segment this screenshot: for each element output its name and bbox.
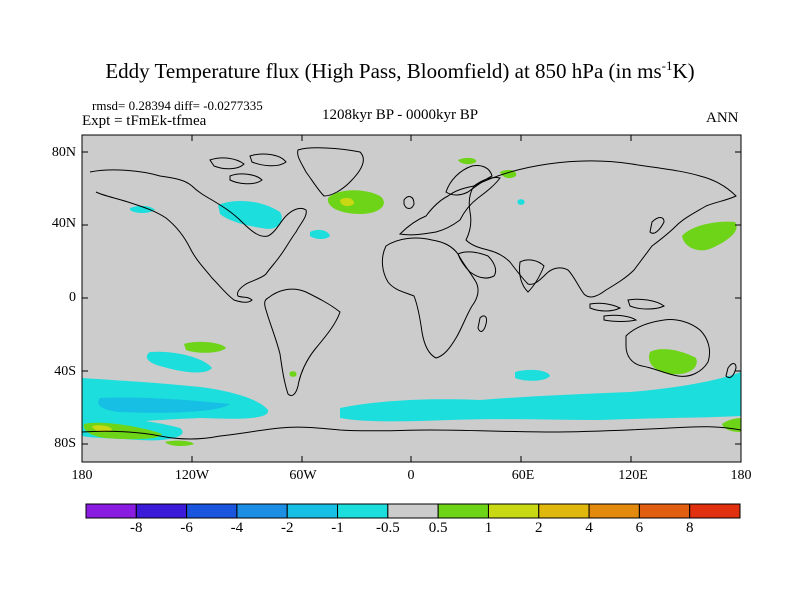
chart-title: Eddy Temperature flux (High Pass, Bloomf…: [105, 58, 695, 83]
colorbar-label: -6: [180, 520, 193, 536]
x-tick-60w: 60W: [289, 468, 317, 483]
colorbar-swatch: [286, 503, 339, 519]
x-tick-60e: 60E: [511, 468, 535, 483]
colorbar-label: 8: [685, 520, 694, 536]
north-atlantic-positive: [327, 190, 384, 214]
x-tick-180e: 180: [730, 468, 752, 483]
x-tick-120e: 120E: [618, 468, 648, 483]
north-atlantic-core: [340, 197, 355, 207]
coast-japan: [649, 217, 665, 234]
coast-greenland: [297, 147, 364, 197]
colorbar-label: 4: [585, 520, 593, 536]
y-tick-0: 0: [69, 290, 76, 305]
colorbar-label: 2: [535, 520, 543, 536]
west-atlantic-negative: [310, 229, 330, 239]
coast-madagascar: [477, 315, 487, 332]
colorbar-swatch: [337, 503, 389, 519]
ross-sea-core: [92, 425, 112, 433]
coast-new-zealand: [725, 363, 737, 379]
antarctic-small-positive: [165, 440, 194, 447]
coast-australia: [625, 319, 711, 377]
x-tick-0: 0: [407, 468, 415, 483]
y-tick-80s: 80S: [54, 436, 76, 451]
south-atlantic-patch: [515, 369, 550, 381]
colorbar-swatch: [638, 503, 691, 519]
coast-scandinavia: [445, 165, 493, 196]
y-tick-40n: 40N: [51, 216, 76, 231]
coast-india: [519, 259, 545, 293]
experiment-label: Expt = tFmEk-tfmea: [82, 113, 207, 129]
great-lakes-negative: [218, 200, 282, 229]
south-pacific-positive: [184, 341, 226, 353]
y-tick-80n: 80N: [51, 145, 76, 160]
colorbar-swatch: [437, 503, 489, 519]
coast-europe: [398, 177, 501, 236]
coast-antarctica: [82, 426, 741, 440]
southern-ocean-band-east: [340, 372, 741, 422]
y-tick-40s: 40S: [54, 364, 76, 379]
coast-canadian-islands: [209, 153, 287, 185]
colorbar-swatch: [538, 503, 590, 519]
colorbar-swatch: [487, 503, 540, 519]
x-tick-180w: 180: [71, 468, 93, 483]
southern-ocean-core: [98, 397, 231, 413]
colorbar-label: -1: [331, 520, 344, 536]
north-atlantic-small-negative: [517, 199, 525, 205]
coast-arabia: [457, 251, 497, 279]
colorbar-swatch: [135, 503, 188, 519]
x-tick-120w: 120W: [174, 468, 210, 483]
coast-north-america: [89, 169, 307, 303]
colorbar-label: -0.5: [375, 520, 400, 536]
colorbar: [85, 503, 741, 519]
coast-asia: [465, 160, 737, 298]
barents-positive: [500, 169, 517, 179]
argentina-positive: [289, 371, 297, 377]
colorbar-label: 6: [635, 520, 644, 536]
colorbar-label: 1: [484, 520, 493, 536]
colorbar-swatch: [387, 503, 439, 519]
stats-label: rmsd= 0.28394 diff= -0.0277335: [92, 98, 263, 113]
coast-indonesia: [589, 298, 665, 322]
colorbar-label: -4: [230, 520, 244, 536]
period-label: 1208kyr BP - 0000kyr BP: [322, 107, 479, 123]
colorbar-swatch: [689, 503, 741, 519]
season-label: ANN: [706, 110, 739, 126]
southeast-pacific-patch: [146, 351, 212, 373]
colorbar-label: -2: [280, 520, 294, 536]
colorbar-swatch: [85, 503, 137, 519]
colorbar-swatch: [186, 503, 238, 519]
coast-africa: [381, 237, 479, 359]
coast-uk: [403, 196, 415, 209]
coast-south-america: [264, 288, 341, 397]
colorbar-swatch: [588, 503, 640, 519]
colorbar-label: 0.5: [428, 520, 448, 536]
colorbar-label: -8: [130, 520, 143, 536]
northwest-pacific-positive: [682, 221, 737, 251]
axis-ticks: [82, 135, 741, 462]
colorbar-swatch: [236, 503, 288, 519]
coastlines: [82, 147, 741, 440]
australia-positive: [648, 349, 697, 375]
arctic-positive: [458, 157, 477, 165]
pacific-small-negative: [130, 205, 155, 213]
